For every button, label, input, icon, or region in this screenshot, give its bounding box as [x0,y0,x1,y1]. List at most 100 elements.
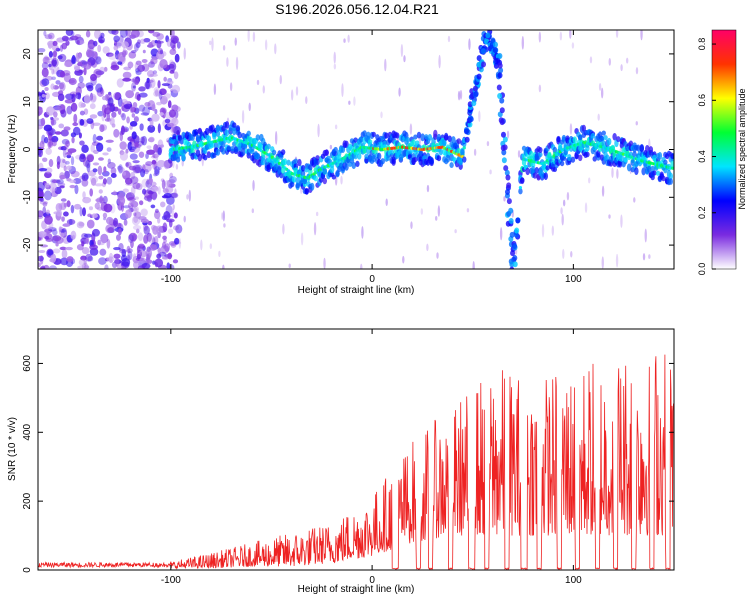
spectrogram-cell [532,172,538,179]
spectrogram-cell [414,140,420,146]
spectrogram-cell [113,128,120,138]
spectrogram-cell [600,87,604,99]
spectrogram-cell [151,113,160,122]
spectrogram-cell [235,56,239,70]
spectrogram-cell [223,223,226,228]
spectrogram-cell [315,155,320,161]
spectrogram-cell [133,206,139,213]
spectrogram-cell [221,147,226,155]
spectrogram-cell [451,136,456,144]
spectrogram-cell [85,49,93,58]
spectrogram-cell [137,64,146,72]
spectrogram-cell [657,151,663,160]
spectrogram-cell [499,227,503,241]
spectrogram-cell [107,162,116,169]
spectrogram-cell [140,250,147,258]
spectrogram-cell [183,215,186,223]
spectrogram-cell [322,177,328,185]
spectrogram-cell [60,109,67,118]
spectrogram-cell [416,131,422,139]
spectrogram-cell [578,134,583,141]
spectrogram-cell [561,134,567,142]
spectrogram-cell [176,41,181,49]
spectrogram-cell [175,224,183,234]
spectrogram-cell [420,208,424,215]
spectrogram-cell [117,97,123,107]
spectrogram-cell [360,263,363,269]
spectrogram-cell [152,70,158,75]
spectrogram-cell [148,30,155,34]
spectrogram-cell [98,157,104,161]
spectrogram-cell [122,188,129,193]
spectrogram-cell [585,151,590,158]
spectrogram-cell [89,93,97,103]
spectrogram-cell [126,116,130,124]
spectrogram-cell [169,172,174,179]
spectrogram-cell [138,86,146,92]
spectrogram-cell [538,84,542,93]
spectrogram-cell [94,30,101,39]
spectrogram-cell [140,136,145,144]
spectrogram-cell [69,184,76,189]
spectrogram-cell [468,116,474,123]
spectrogram-cell [569,123,573,135]
spectrogram-cell [172,204,175,210]
spectrogram-cell [405,137,411,143]
spectrogram-cell [156,33,164,41]
spectrogram-cell [154,208,159,214]
spectrogram-cell [108,53,118,61]
spectrogram-cell [60,257,69,266]
spectrogram-cell [124,128,128,132]
spectrogram-cell [81,172,89,182]
spectrogram-cell [106,256,115,262]
spectrogram-cell [125,90,135,99]
spectrogram-cell [117,195,126,206]
spectrogram-cell [38,168,48,172]
spectrogram-cell [123,219,128,226]
y-tick-label: 20 [22,48,33,60]
spectrogram-cell [670,160,674,168]
spectrogram-cell [353,96,356,106]
spectrogram-cell [572,136,577,144]
spectrogram-cell [151,190,158,201]
spectrogram-cell [146,149,156,155]
spectrogram-cell [447,35,451,43]
spectrogram-cell [297,158,302,167]
spectrogram-cell [142,49,146,54]
spectrogram-cell [385,198,388,206]
x-tick-label: 100 [565,274,582,285]
spectrogram-cell [329,144,333,150]
spectrogram-cell [157,147,162,156]
spectrogram-cell [646,165,652,173]
spectrogram-cell [40,197,45,202]
spectrogram-cell [83,94,91,104]
spectrogram-cell [161,179,166,190]
spectrogram-cell [128,165,137,171]
spectrogram-cell [102,46,110,54]
spectrogram-cell [143,225,150,235]
spectrogram-cell [40,117,46,127]
spectrogram-cell [38,255,44,262]
spectrogram-cell [122,171,127,176]
spectrogram-cell [344,163,349,171]
spectrogram-cell [62,159,66,164]
spectrogram-cell [110,167,117,175]
spectrogram-cell [90,177,97,186]
spectrogram-cell [146,145,152,150]
spectrogram-cell [116,78,124,88]
spectrogram-cell [610,144,616,151]
spectrogram-cell [429,157,434,165]
spectrogram-cell [449,162,454,168]
spectrogram-cell [400,44,404,57]
spectrogram-cell [161,256,170,260]
spectrogram-cell [61,249,68,259]
spectrogram-cell [71,136,75,144]
spectrogram-cell [109,252,113,261]
spectrogram-cell [122,77,132,82]
spectrogram-cell [460,148,465,157]
colorbar-gradient [711,29,737,270]
spectrogram-cell [161,83,170,87]
spectrogram-cell [52,235,62,242]
spectrogram-cell [52,248,61,254]
spectrogram-cell [74,184,79,195]
